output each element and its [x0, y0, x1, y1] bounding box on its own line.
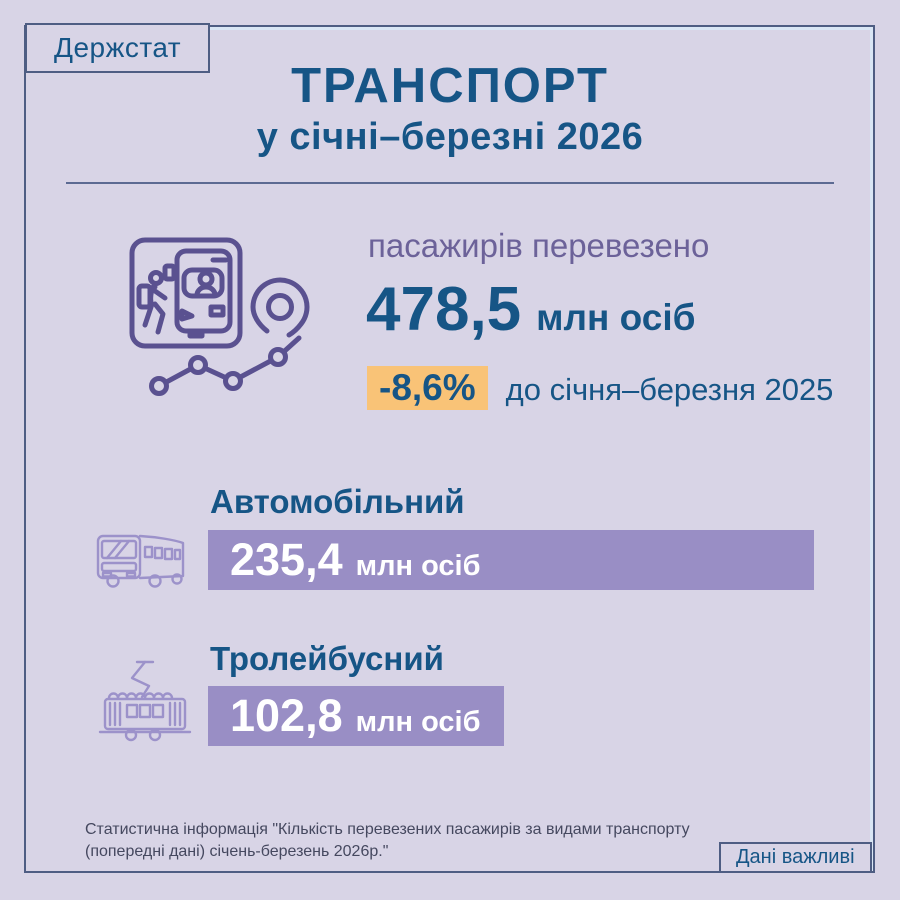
value-bar-road: 235,4 млн осіб — [208, 530, 814, 590]
bar-unit-trolleybus: млн осіб — [355, 706, 481, 738]
page-subtitle: у січні–березні 2026 — [256, 116, 644, 158]
section-heading-road: Автомобільний — [210, 483, 465, 520]
footer-note: Статистична інформація "Кількість переве… — [85, 819, 690, 862]
trolleybus-icon — [98, 660, 192, 742]
bar-value-trolleybus: 102,8 — [230, 690, 343, 741]
change-badge: -8,6% — [367, 366, 488, 410]
change-row: -8,6% до січня–березня 2025 — [367, 366, 833, 418]
footer-note-line1: Статистична інформація "Кількість переве… — [85, 821, 690, 838]
passenger-route-icon — [129, 237, 310, 396]
header-divider — [66, 182, 834, 184]
bar-unit-road: млн осіб — [355, 550, 481, 582]
comparison-label: до січня–березня 2025 — [505, 372, 834, 407]
summary-label: пасажирів перевезено — [368, 227, 710, 264]
publisher-badge: Держстат — [25, 23, 211, 73]
summary-value: 478,5 — [366, 275, 522, 344]
summary-unit: млн осіб — [536, 297, 696, 338]
summary-value-row: 478,5 млн осіб — [366, 278, 695, 358]
section-heading-trolleybus: Тролейбусний — [210, 640, 444, 677]
bar-value-road: 235,4 — [230, 534, 343, 585]
content-frame — [24, 25, 875, 873]
page-title: ТРАНСПОРТ — [291, 59, 609, 113]
data-important-badge: Дані важливі — [719, 842, 872, 873]
footer-note-line2: (попередні дані) січень-березень 2026р." — [85, 842, 389, 860]
value-bar-trolleybus: 102,8 млн осіб — [208, 686, 504, 746]
bus-icon — [96, 534, 185, 588]
